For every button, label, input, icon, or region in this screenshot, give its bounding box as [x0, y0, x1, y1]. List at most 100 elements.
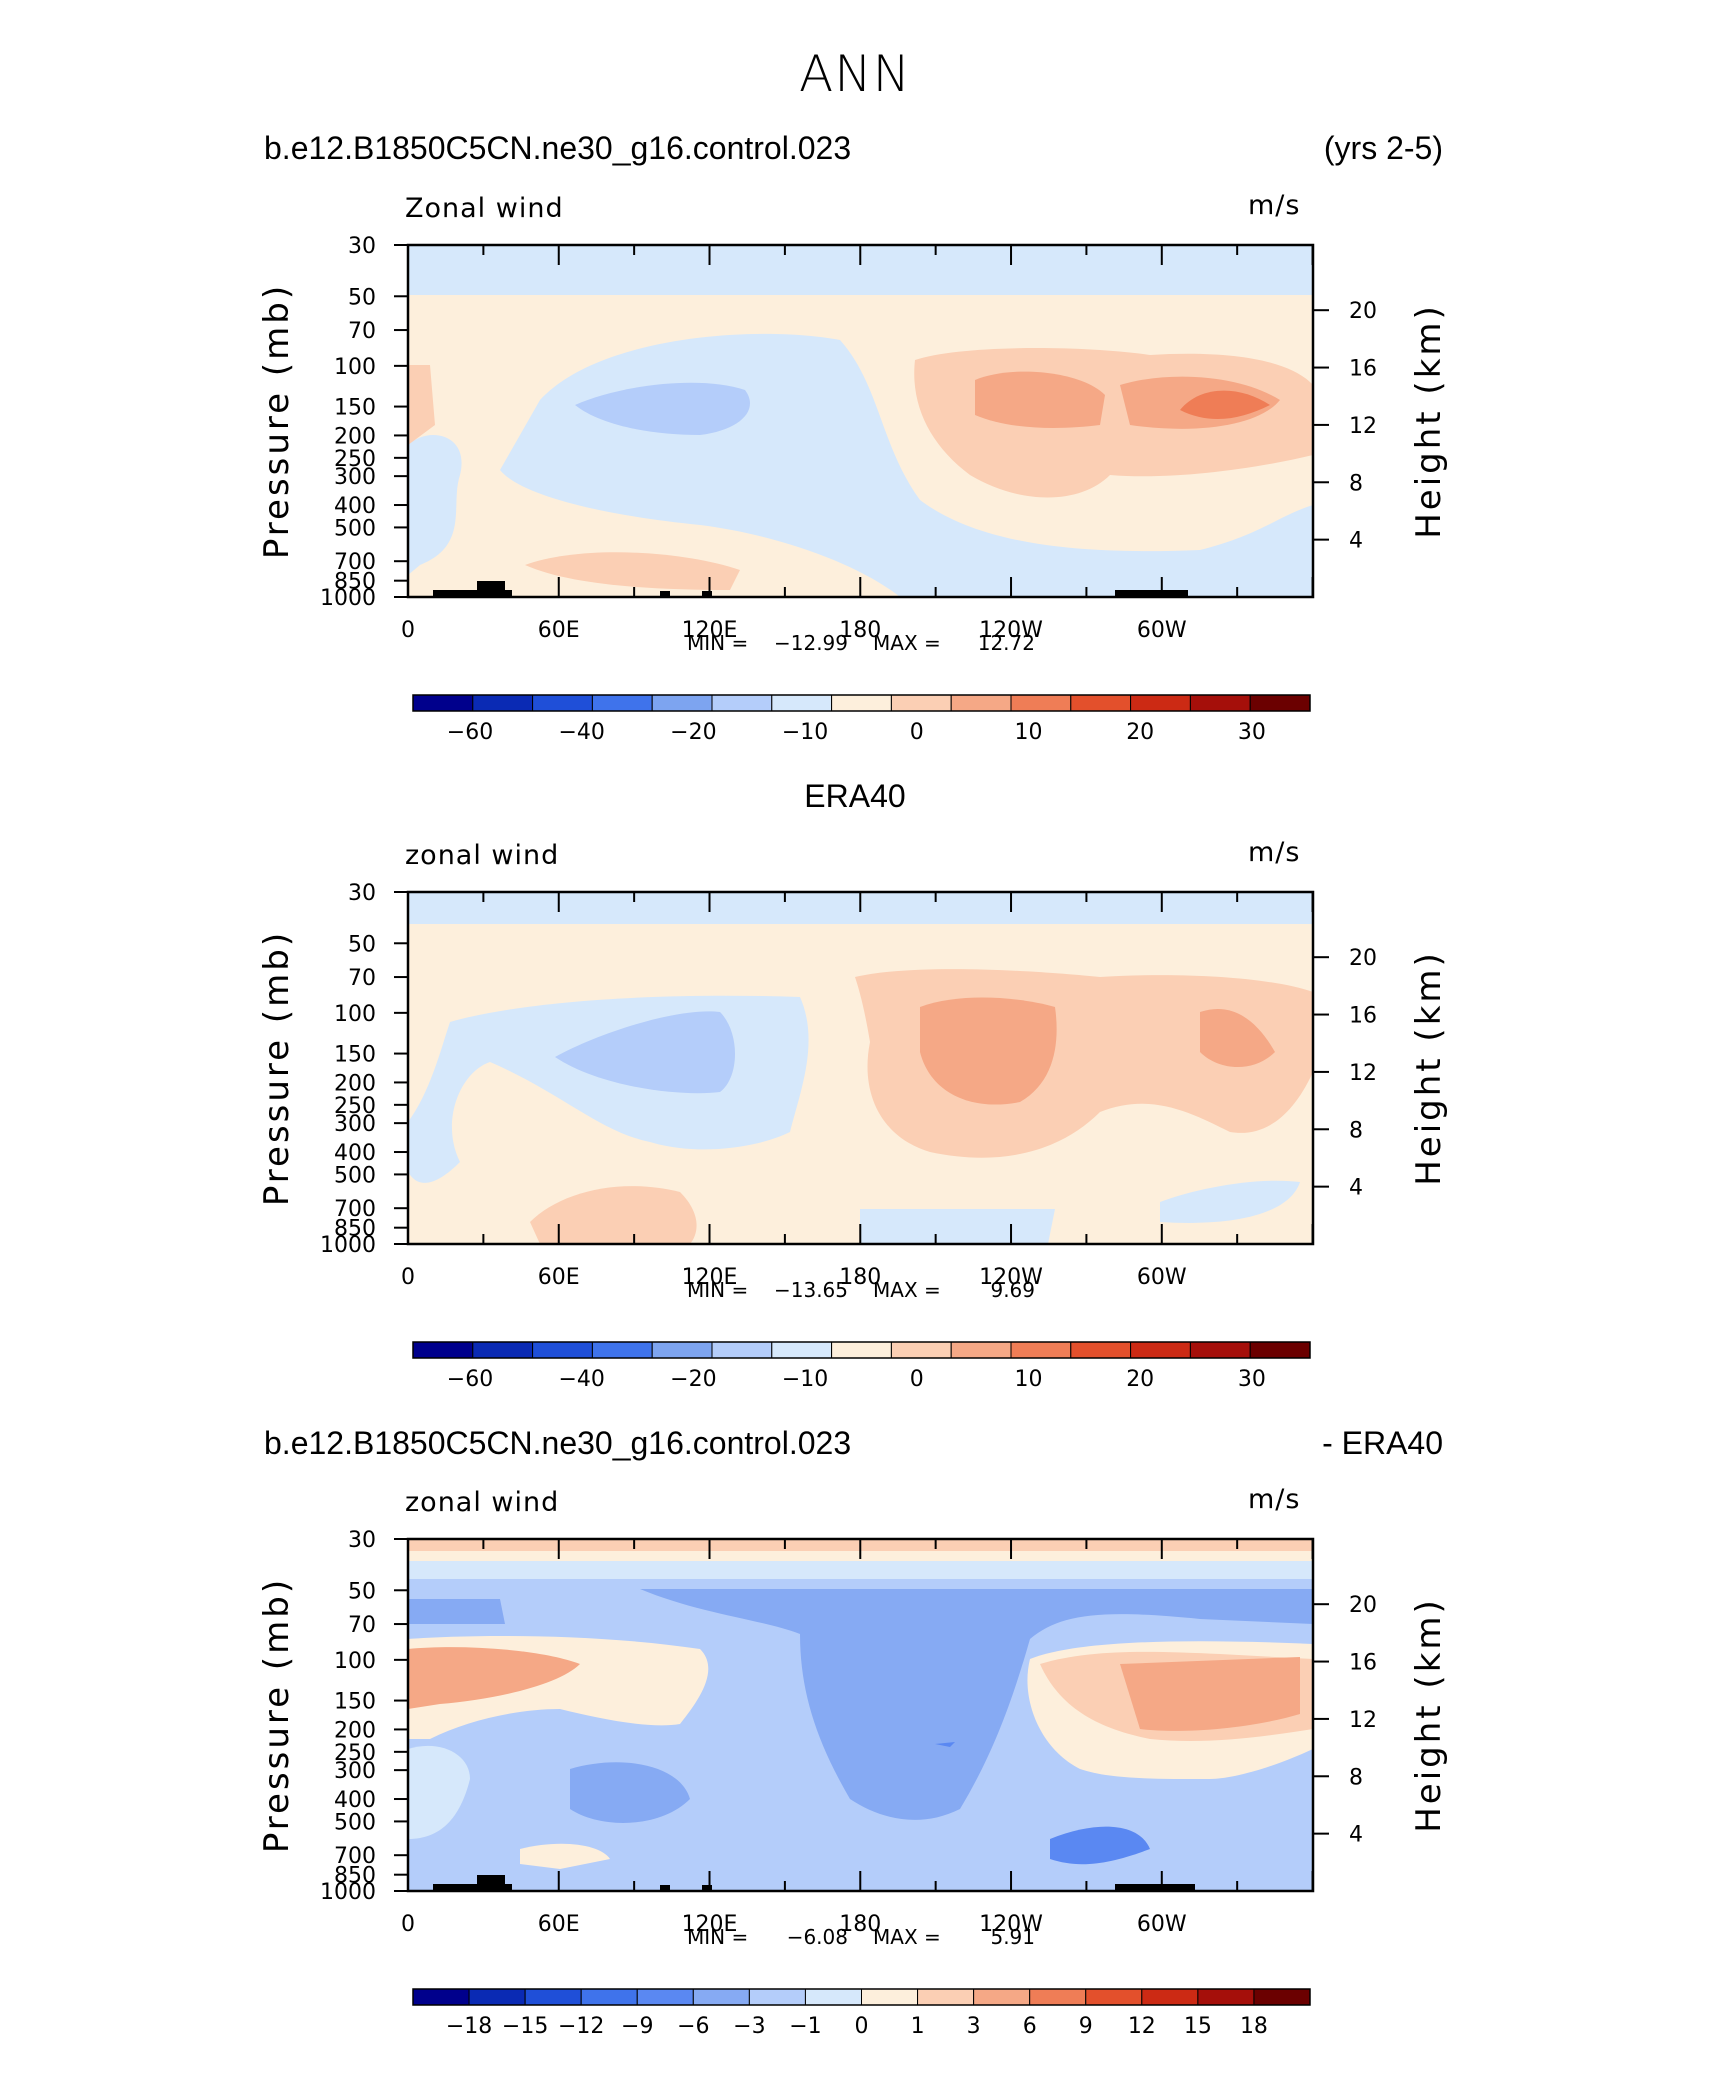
panel1-xtick-label: 120W [979, 618, 1043, 643]
panel1-ylabel-right: Height (km) [1409, 303, 1449, 539]
panel3-ylabel-left: Pressure (mb) [257, 1577, 297, 1853]
panel2-var-label: zonal wind [405, 840, 560, 871]
panel3-colorbar: −18 −15 −12 −9 −6 −3 −1 0 1 3 6 9 12 15 18 [412, 1988, 1311, 2039]
colorbar-swatch [861, 1988, 919, 2006]
panel3-ytick-label: 700 [334, 1844, 376, 1869]
colorbar-swatch [1070, 1341, 1132, 1359]
panel1-fill-orange-core [1180, 390, 1270, 420]
panel3-fill-west-blue [408, 1599, 505, 1624]
panel3-ytick-label: 200 [334, 1718, 376, 1743]
panel3-fill-lower-west-lightblue [408, 1745, 470, 1839]
panel1-max-label: MAX = [873, 631, 941, 655]
colorbar-label: 0 [910, 720, 924, 745]
panel3-fill-east-salmon [1120, 1657, 1300, 1731]
panel2-ytick-label: 700 [334, 1197, 376, 1222]
panel3-header-right: - ERA40 [1322, 1425, 1443, 1461]
panel1-height-tick-label: 16 [1349, 357, 1377, 382]
panel3-topography-1 [660, 1885, 670, 1891]
colorbar-label: −10 [782, 1367, 828, 1392]
colorbar-swatch [1141, 1988, 1199, 2006]
panel1-fill-jet-blue [575, 382, 750, 435]
panel3-ytick-label: 70 [348, 1613, 376, 1638]
colorbar-swatch [917, 1988, 975, 2006]
colorbar-swatch [890, 694, 952, 712]
colorbar-swatch [1010, 1341, 1072, 1359]
colorbar-label: −40 [558, 1367, 604, 1392]
colorbar-label: −15 [502, 2014, 548, 2039]
panel1-ylabel-left: Pressure (mb) [257, 283, 297, 559]
panel2-ytick-label: 400 [334, 1141, 376, 1166]
colorbar-label: 6 [1023, 2014, 1037, 2039]
panel3-ytick-label: 850 [334, 1864, 376, 1889]
panel1-max-value: 12.72 [978, 631, 1035, 655]
colorbar-label: −12 [558, 2014, 604, 2039]
panel3-xtick-label: 120E [682, 1912, 738, 1937]
colorbar-swatch [831, 1341, 892, 1359]
panel3-fill-lower-cream [520, 1843, 610, 1869]
colorbar-swatch [1085, 1988, 1143, 2006]
colorbar-label: −6 [677, 2014, 709, 2039]
panel2-ytick-label: 300 [334, 1112, 376, 1137]
colorbar-swatch [890, 1341, 952, 1359]
panel1-topography-3 [1115, 590, 1188, 597]
panel1-plot: 0 60E 120E 180 120W 60W3050701001502002503004… [257, 234, 1449, 745]
colorbar-swatch [1249, 1341, 1311, 1359]
colorbar-swatch [804, 1988, 862, 2006]
panel2-ylabel-left: Pressure (mb) [257, 930, 297, 1206]
colorbar-label: 0 [855, 2014, 869, 2039]
panel1-ytick-label: 300 [334, 465, 376, 490]
panel3-ytick-label: 30 [348, 1528, 376, 1553]
panel3-xtick-label: 0 [401, 1912, 415, 1937]
colorbar-swatch [412, 694, 474, 712]
panel2-ytick-label: 250 [334, 1094, 376, 1119]
panel3-xtick-label: 180 [839, 1912, 881, 1937]
panel2-units: m/s [1248, 837, 1301, 868]
colorbar-label: 3 [967, 2014, 981, 2039]
colorbar-swatch [1010, 694, 1072, 712]
colorbar-swatch [748, 1988, 806, 2006]
panel1-topography-0 [433, 581, 512, 597]
panel1-ytick-label: 150 [334, 396, 376, 421]
panel3-ytick-label: 300 [334, 1759, 376, 1784]
colorbar-swatch [1070, 694, 1132, 712]
panel2-fill-lower-blue-a [860, 1209, 1055, 1244]
panel1-ytick-label: 250 [334, 447, 376, 472]
panel2-height-tick-label: 4 [1349, 1176, 1363, 1201]
panel3-ytick-label: 500 [334, 1810, 376, 1835]
panel1-xtick-label: 120E [682, 618, 738, 643]
colorbar-swatch [1197, 1988, 1255, 2006]
colorbar-swatch [950, 1341, 1012, 1359]
panel1-fill-salmon-a [975, 371, 1105, 428]
panel1-ytick-label: 1000 [320, 586, 376, 611]
panel2-ytick-label: 70 [348, 966, 376, 991]
panel3-ytick-label: 250 [334, 1741, 376, 1766]
panel3-ytick-label: 50 [348, 1579, 376, 1604]
colorbar-swatch [472, 1341, 534, 1359]
panel1-fill-west-blue [408, 435, 462, 575]
panel1-height-tick-label: 8 [1349, 471, 1363, 496]
colorbar-label: 15 [1184, 2014, 1212, 2039]
colorbar-swatch [1189, 1341, 1251, 1359]
panel1-min-value: −12.99 [774, 631, 848, 655]
panel1-ytick-label: 700 [334, 550, 376, 575]
colorbar-swatch [1249, 694, 1311, 712]
figure-title: ANN [798, 45, 911, 103]
panel3-fill-west-salmon [408, 1647, 580, 1709]
panel3-fill-lower-east-blue [1050, 1826, 1150, 1865]
colorbar-label: 18 [1240, 2014, 1268, 2039]
panel2-fill-jet-blue [555, 1011, 735, 1094]
panel3-min-value: −6.08 [787, 1925, 848, 1949]
panel3-ytick-label: 400 [334, 1788, 376, 1813]
colorbar-swatch [711, 694, 773, 712]
panel2-ytick-label: 1000 [320, 1233, 376, 1258]
colorbar-label: −20 [670, 720, 716, 745]
panel1-height-tick-label: 4 [1349, 529, 1363, 554]
colorbar-label: 10 [1015, 720, 1043, 745]
colorbar-label: 12 [1128, 2014, 1156, 2039]
colorbar-swatch [468, 1988, 526, 2006]
panel2-fill-salmon-a [920, 997, 1057, 1105]
colorbar-swatch [831, 694, 892, 712]
panel1-ytick-label: 400 [334, 494, 376, 519]
panel2-height-tick-label: 20 [1349, 946, 1377, 971]
